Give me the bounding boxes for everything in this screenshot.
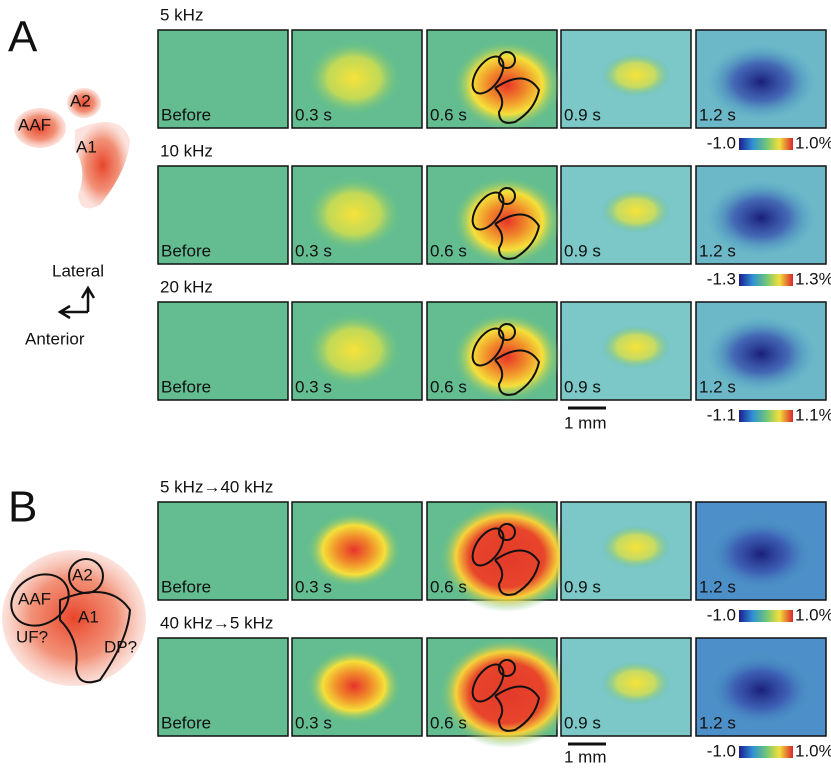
- frame-label: 1.2 s: [699, 241, 736, 260]
- frame-label: Before: [161, 105, 211, 124]
- frame-label: 0.9 s: [564, 105, 601, 124]
- colorbar-max: 1.1%: [795, 405, 831, 424]
- frame-label: 0.9 s: [564, 241, 601, 260]
- frame-label: 1.2 s: [699, 105, 736, 124]
- frame-label: 0.9 s: [564, 577, 601, 596]
- frame-label: 0.6 s: [430, 241, 467, 260]
- colorbar-min: -1.1: [707, 405, 736, 424]
- colorbar-min: -1.0: [707, 741, 736, 760]
- frame-label: Before: [161, 377, 211, 396]
- frame-label: 0.9 s: [564, 713, 601, 732]
- orientation-label: Anterior: [25, 329, 85, 348]
- area-label: A2: [70, 91, 91, 110]
- row-title: 20 kHz: [160, 277, 213, 296]
- area-label: A2: [72, 565, 93, 584]
- activity: [601, 661, 671, 705]
- orientation-label: Lateral: [52, 261, 104, 280]
- colorbar-min: -1.0: [707, 133, 736, 152]
- frame-label: 1.2 s: [699, 377, 736, 396]
- activity: [601, 525, 671, 569]
- panel-label: B: [8, 483, 37, 532]
- frame-label: 0.6 s: [430, 105, 467, 124]
- activity: [601, 53, 671, 97]
- activity: [601, 189, 671, 233]
- activity: [452, 176, 562, 266]
- colorbar-max: 1.0%: [795, 741, 831, 760]
- row-title: 5 kHz: [160, 5, 203, 24]
- frame-label: 0.6 s: [430, 577, 467, 596]
- frame-label: 0.3 s: [295, 713, 332, 732]
- colorbar-max: 1.3%: [795, 269, 831, 288]
- frame-label: 0.3 s: [295, 105, 332, 124]
- frame-label: Before: [161, 241, 211, 260]
- panel-label: A: [8, 13, 38, 62]
- frame-label: 0.3 s: [295, 377, 332, 396]
- orientation-arrows: [60, 288, 94, 318]
- activity: [452, 312, 562, 402]
- figure: A AAF A2 A1 Lateral Anterior B AAF A2 A1…: [0, 0, 831, 766]
- row-title: 40 kHz→5 kHz: [160, 613, 273, 632]
- frame-label: 0.3 s: [295, 577, 332, 596]
- area-label: DP?: [104, 637, 137, 656]
- area-a1: [75, 122, 130, 208]
- frame-label: 0.3 s: [295, 241, 332, 260]
- frame-label: 0.6 s: [430, 713, 467, 732]
- area-label: AAF: [18, 589, 51, 608]
- activity: [452, 40, 562, 130]
- area-label: UF?: [16, 627, 48, 646]
- colorbar-max: 1.0%: [795, 133, 831, 152]
- scale-bar-label: 1 mm: [564, 747, 607, 766]
- frame-label: 0.6 s: [430, 377, 467, 396]
- row-title: 5 kHz→40 kHz: [160, 477, 273, 496]
- colorbar-max: 1.0%: [795, 605, 831, 624]
- colorbar: [739, 410, 793, 422]
- area-label: AAF: [18, 115, 51, 134]
- frame-label: Before: [161, 577, 211, 596]
- row-title: 10 kHz: [160, 141, 213, 160]
- frame-label: 1.2 s: [699, 713, 736, 732]
- colorbar-min: -1.0: [707, 605, 736, 624]
- frame-label: 0.9 s: [564, 377, 601, 396]
- colorbar: [739, 138, 793, 150]
- area-label: A1: [78, 607, 99, 626]
- scale-bar-label: 1 mm: [564, 413, 607, 432]
- colorbar: [739, 274, 793, 286]
- frame-label: Before: [161, 713, 211, 732]
- colorbar: [739, 610, 793, 622]
- frame-label: 1.2 s: [699, 577, 736, 596]
- area-label: A1: [76, 137, 97, 156]
- activity: [601, 325, 671, 369]
- colorbar: [739, 746, 793, 758]
- colorbar-min: -1.3: [707, 269, 736, 288]
